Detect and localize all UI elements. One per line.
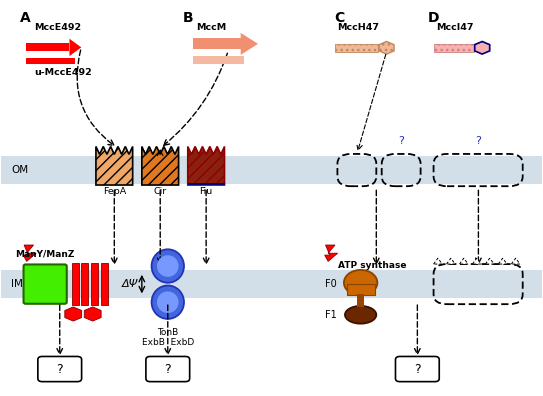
Text: C: C [334, 11, 344, 25]
Bar [346, 284, 375, 295]
Bar [193, 57, 244, 64]
Polygon shape [433, 258, 442, 264]
Text: u-MccE492: u-MccE492 [34, 68, 92, 77]
Text: D: D [428, 11, 439, 25]
Polygon shape [446, 258, 455, 264]
Text: ?: ? [414, 363, 421, 375]
Polygon shape [379, 42, 394, 54]
Ellipse shape [157, 255, 179, 277]
FancyBboxPatch shape [38, 356, 81, 382]
Bar [335, 44, 378, 52]
Bar [433, 44, 474, 52]
Text: FepA: FepA [103, 187, 126, 196]
Text: B: B [182, 11, 193, 25]
Polygon shape [512, 258, 520, 264]
Polygon shape [23, 245, 36, 261]
Bar [193, 38, 241, 50]
Polygon shape [241, 33, 258, 55]
Text: IM: IM [11, 279, 23, 289]
Text: MccI47: MccI47 [436, 23, 474, 32]
Text: MccM: MccM [196, 23, 226, 32]
Polygon shape [472, 258, 481, 264]
Text: ManY/ManZ: ManY/ManZ [15, 249, 75, 258]
Polygon shape [70, 39, 81, 56]
Polygon shape [325, 245, 338, 261]
Text: ?: ? [56, 363, 63, 375]
Text: ?: ? [476, 136, 481, 146]
Text: A: A [20, 11, 31, 25]
Text: ATP synthase: ATP synthase [338, 261, 407, 270]
Polygon shape [84, 307, 101, 321]
Bar [91, 263, 98, 305]
Text: ?: ? [165, 363, 171, 375]
Text: Cir: Cir [154, 187, 167, 196]
FancyBboxPatch shape [146, 356, 190, 382]
Ellipse shape [157, 291, 179, 313]
Bar [2, 156, 541, 184]
Polygon shape [459, 258, 468, 264]
Bar [81, 263, 89, 305]
Bar [72, 263, 79, 305]
Bar [101, 263, 108, 305]
Ellipse shape [151, 286, 184, 319]
Polygon shape [142, 147, 179, 185]
Bar [26, 44, 70, 51]
Bar [2, 270, 541, 298]
Text: MccE492: MccE492 [34, 23, 81, 32]
Bar [188, 183, 224, 185]
Polygon shape [188, 147, 224, 185]
Text: ΔΨ: ΔΨ [122, 279, 138, 289]
Polygon shape [485, 258, 494, 264]
Polygon shape [65, 307, 81, 321]
Bar [26, 58, 75, 64]
Text: MccH47: MccH47 [337, 23, 380, 32]
Text: F0: F0 [325, 279, 337, 289]
Text: TonB
ExbB  ExbD: TonB ExbB ExbD [142, 328, 194, 347]
Polygon shape [498, 258, 507, 264]
Bar [357, 294, 364, 307]
Ellipse shape [345, 306, 376, 324]
Ellipse shape [151, 249, 184, 283]
FancyBboxPatch shape [23, 265, 67, 304]
Polygon shape [475, 42, 490, 54]
Text: F1: F1 [325, 310, 337, 320]
Text: Fiu: Fiu [199, 187, 213, 196]
Ellipse shape [344, 270, 377, 295]
Text: ?: ? [398, 136, 404, 146]
FancyBboxPatch shape [395, 356, 439, 382]
Text: OM: OM [11, 165, 28, 175]
Polygon shape [96, 147, 132, 185]
